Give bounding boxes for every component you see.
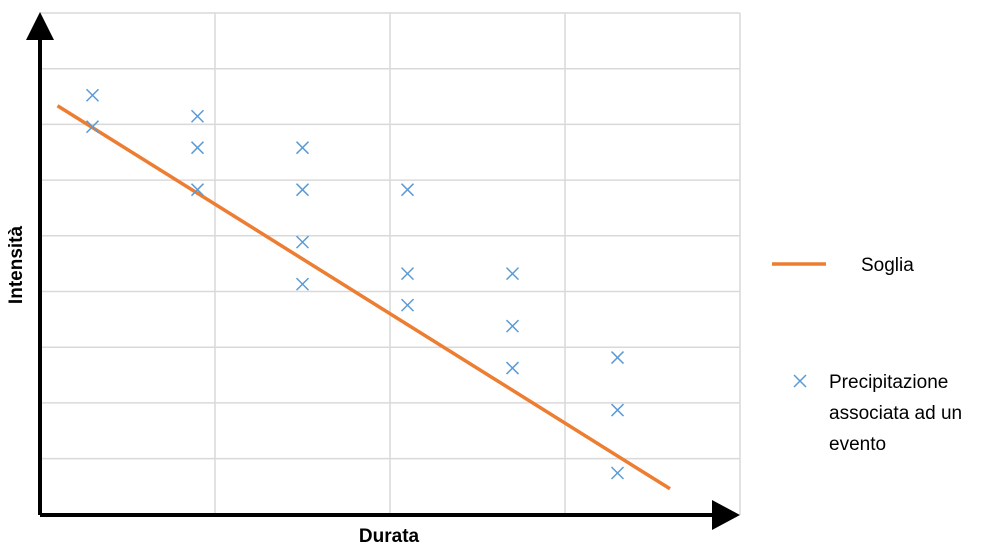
series-layer: [56, 88, 671, 491]
data-point-marker: [190, 183, 205, 197]
axes: [26, 12, 740, 530]
data-point-marker: [295, 183, 310, 197]
data-point-marker: [295, 141, 310, 155]
data-point-marker: [190, 109, 205, 123]
x-axis-arrow: [712, 500, 740, 530]
data-point-marker: [85, 120, 100, 134]
data-point-marker: [190, 141, 205, 155]
data-point-marker: [295, 277, 310, 291]
legend-label-soglia: Soglia: [861, 255, 914, 276]
grid: [40, 12, 741, 515]
threshold-line: [56, 104, 671, 491]
data-point-marker: [505, 267, 520, 281]
legend: Soglia Precipitazione associata ad un even…: [772, 255, 962, 455]
data-point-marker: [610, 466, 625, 480]
data-point-marker: [295, 235, 310, 249]
legend-swatch-precipitazione: [793, 374, 807, 388]
data-point-marker: [505, 319, 520, 333]
data-point-marker: [400, 267, 415, 281]
data-point-marker: [610, 351, 625, 365]
legend-label-precipitazione: Precipitazione associata ad un evento: [829, 372, 962, 455]
x-axis-title: Durata: [359, 526, 420, 545]
y-axis-arrow: [26, 12, 54, 40]
y-axis-title: Intensità: [6, 226, 27, 305]
data-point-marker: [400, 183, 415, 197]
data-point-marker: [400, 298, 415, 312]
data-point-marker: [610, 403, 625, 417]
data-point-marker: [505, 361, 520, 375]
data-point-marker: [85, 88, 100, 102]
